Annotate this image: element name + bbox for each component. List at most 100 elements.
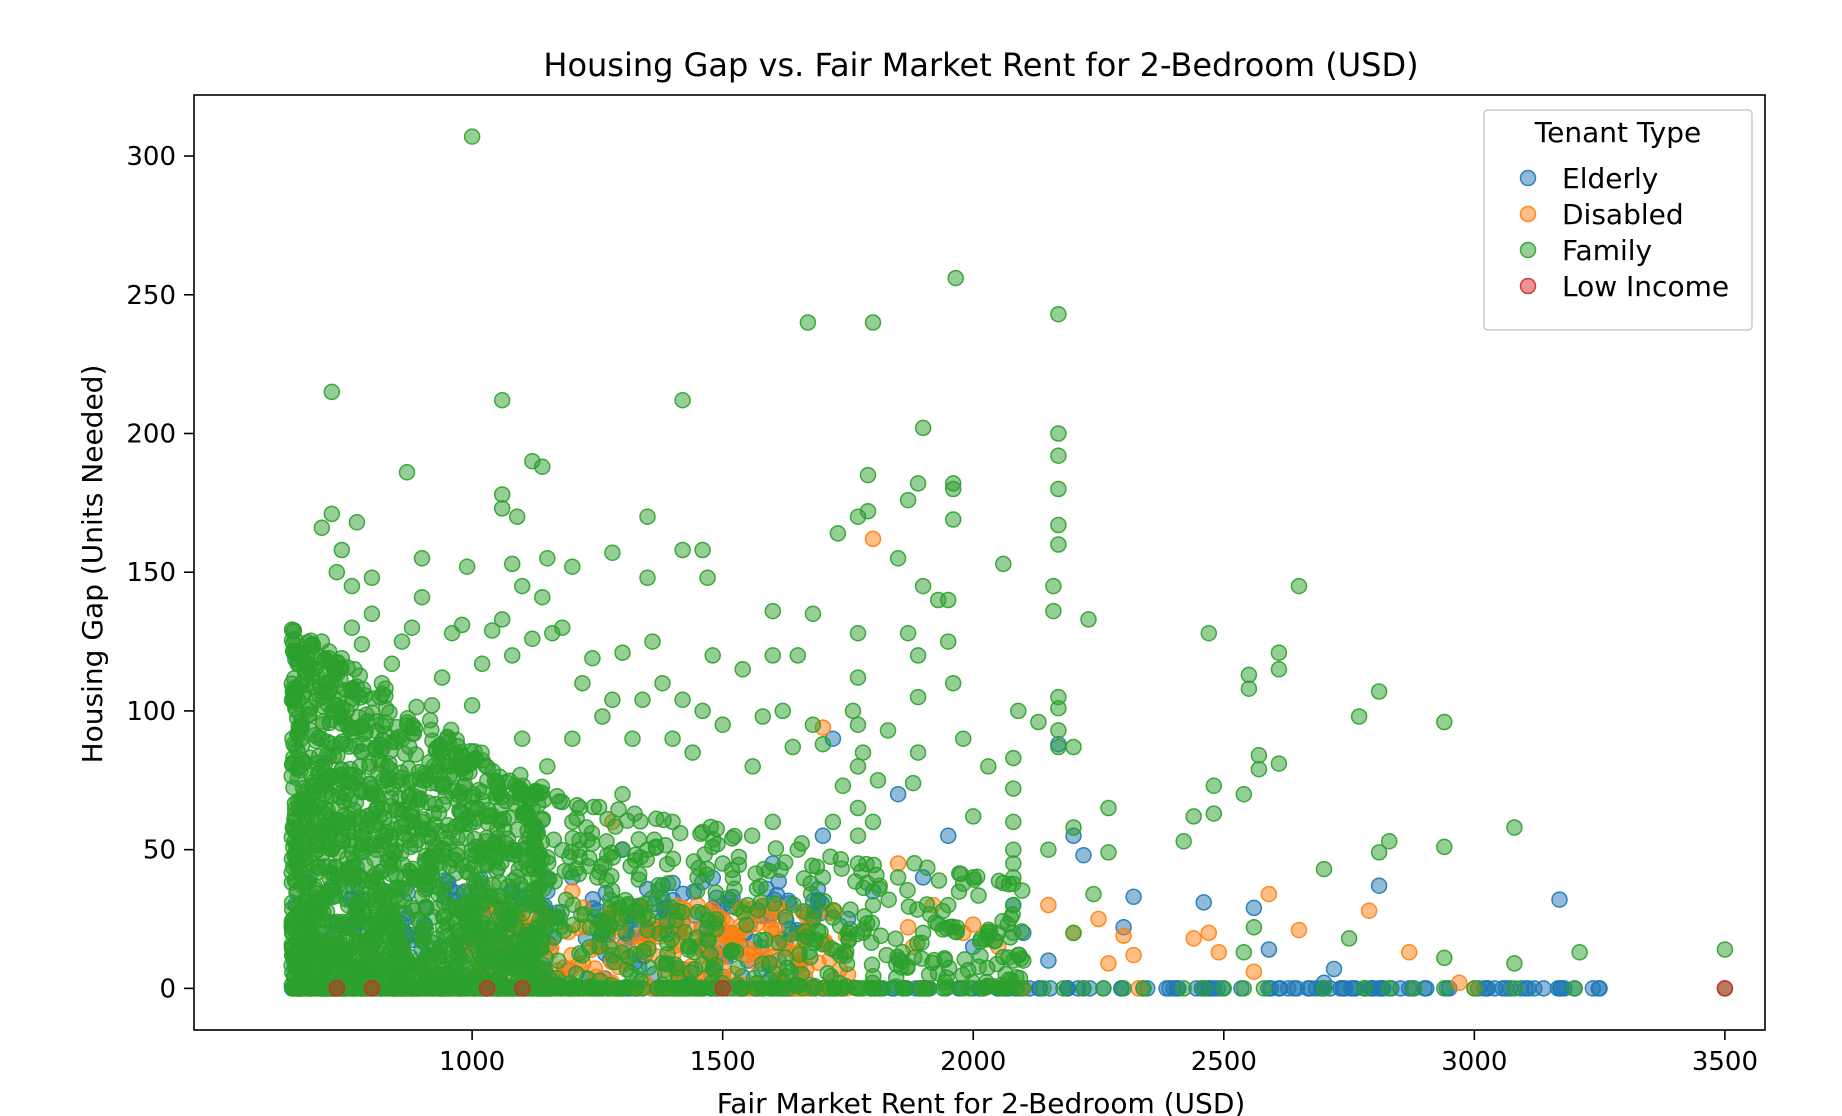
- data-point-family: [914, 419, 932, 437]
- data-point-disabled: [1245, 963, 1263, 980]
- data-point-family: [793, 965, 810, 983]
- data-point-family: [614, 785, 631, 803]
- data-point-family: [394, 775, 411, 793]
- data-point-family: [914, 577, 932, 595]
- data-point-family: [909, 744, 927, 761]
- data-point-family: [479, 759, 496, 776]
- data-point-family: [361, 947, 379, 965]
- data-point-family: [1205, 777, 1223, 795]
- data-point-family: [754, 980, 772, 997]
- data-point-elderly: [1551, 891, 1568, 908]
- data-point-family: [774, 980, 792, 997]
- data-point-elderly: [1332, 980, 1349, 997]
- data-point-family: [564, 558, 581, 575]
- data-point-family: [674, 391, 691, 409]
- data-point-family: [541, 870, 558, 888]
- data-point-family: [527, 823, 544, 841]
- data-point-family: [879, 722, 897, 739]
- data-point-family: [401, 806, 418, 824]
- data-point-family: [313, 980, 331, 997]
- data-point-family: [1010, 702, 1027, 720]
- x-tick-label: 1500: [690, 1047, 756, 1077]
- legend-box: [1483, 109, 1753, 331]
- data-point-family: [288, 841, 305, 858]
- data-point-family: [914, 980, 932, 997]
- data-point-family: [363, 569, 381, 587]
- data-point-low-income: [1716, 980, 1734, 997]
- data-point-family: [909, 688, 927, 706]
- data-point-elderly: [1370, 877, 1388, 894]
- data-point-family: [347, 899, 365, 917]
- legend-label: Low Income: [1562, 270, 1729, 303]
- data-point-family: [761, 954, 778, 972]
- data-point-family: [513, 730, 531, 747]
- data-point-family: [405, 868, 422, 886]
- data-point-family: [739, 896, 756, 914]
- data-point-family: [581, 919, 599, 936]
- data-point-family: [906, 855, 923, 872]
- data-point-family: [1015, 952, 1032, 969]
- data-point-family: [413, 813, 431, 831]
- data-point-family: [544, 624, 561, 642]
- data-point-family: [435, 876, 453, 893]
- data-point-family: [1716, 941, 1734, 958]
- data-point-family: [1005, 855, 1022, 872]
- data-point-family: [624, 730, 641, 747]
- data-point-family: [849, 669, 867, 686]
- data-point-elderly: [1325, 960, 1343, 978]
- data-point-family: [614, 980, 631, 997]
- data-point-family: [1085, 885, 1102, 903]
- data-point-family: [610, 801, 627, 818]
- data-point-family: [869, 772, 887, 789]
- data-point-family: [1065, 819, 1082, 836]
- data-point-family: [834, 777, 852, 795]
- data-point-family: [463, 128, 481, 145]
- data-point-family: [503, 555, 521, 573]
- data-point-low-income: [714, 980, 731, 997]
- data-point-family: [1255, 980, 1273, 997]
- data-point-elderly: [889, 785, 907, 803]
- data-point-family: [288, 702, 305, 720]
- data-point-family: [920, 966, 938, 983]
- data-point-family: [363, 785, 381, 803]
- data-point-disabled: [889, 855, 907, 872]
- data-point-family: [789, 647, 807, 664]
- data-point-family: [1235, 980, 1253, 997]
- data-point-family: [970, 887, 987, 904]
- data-point-family: [899, 881, 916, 899]
- data-point-family: [899, 491, 917, 509]
- data-point-family: [304, 795, 321, 812]
- data-point-family: [488, 862, 505, 880]
- data-point-family: [948, 919, 966, 936]
- data-point-elderly: [814, 827, 832, 845]
- data-point-family: [822, 967, 840, 985]
- legend-marker-family: [1519, 241, 1537, 259]
- data-point-family: [887, 930, 904, 947]
- data-point-family: [337, 954, 355, 971]
- data-point-family: [795, 922, 813, 940]
- data-point-family: [855, 879, 872, 897]
- data-point-family: [1370, 683, 1388, 700]
- data-point-family: [520, 807, 538, 825]
- data-point-family: [328, 913, 346, 931]
- data-point-elderly: [1125, 888, 1142, 906]
- data-point-family: [500, 877, 517, 895]
- data-point-family: [855, 924, 872, 941]
- data-point-family: [549, 952, 567, 970]
- data-point-family: [980, 758, 997, 775]
- data-point-family: [351, 758, 369, 775]
- data-point-family: [564, 730, 581, 747]
- data-point-family: [1050, 425, 1067, 442]
- y-tick-label: 150: [126, 558, 176, 588]
- data-point-family: [503, 647, 521, 664]
- data-point-family: [385, 845, 403, 863]
- data-point-elderly: [1591, 980, 1608, 997]
- data-point-family: [724, 830, 741, 847]
- data-point-family: [421, 753, 438, 771]
- data-point-family: [905, 949, 923, 966]
- data-point-family: [674, 980, 691, 997]
- data-point-family: [842, 901, 859, 918]
- data-point-family: [1235, 944, 1253, 961]
- data-point-family: [362, 916, 380, 933]
- data-point-family: [671, 824, 689, 842]
